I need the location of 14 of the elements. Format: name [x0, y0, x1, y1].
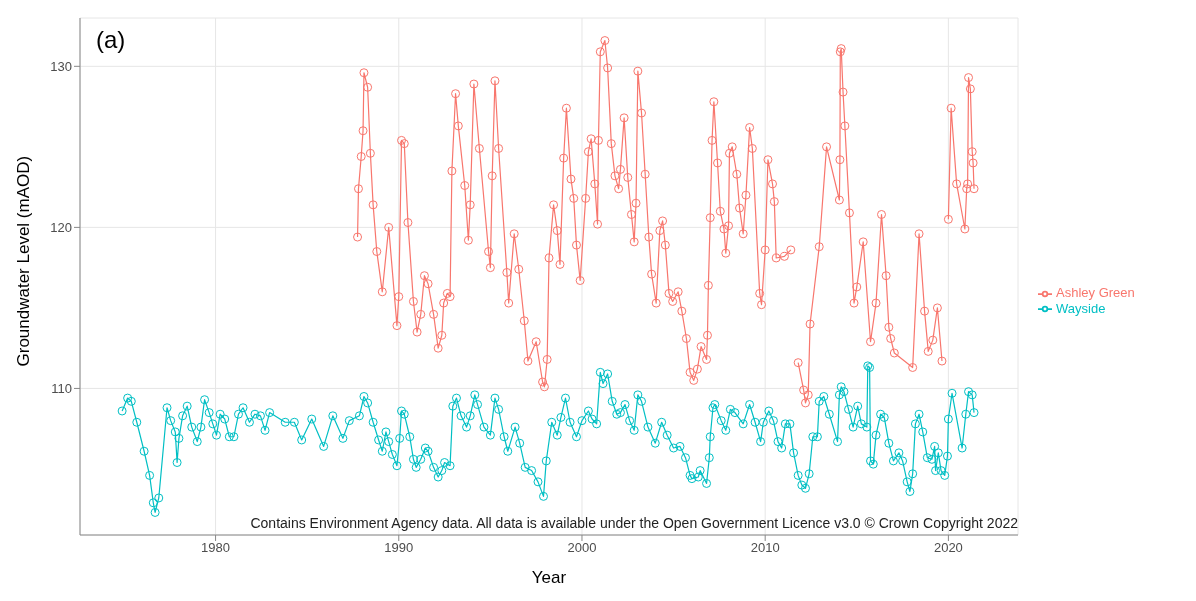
legend-label: Wayside — [1056, 300, 1106, 316]
x-tick-label: 1990 — [384, 540, 414, 556]
y-tick-label: 120 — [50, 219, 72, 235]
x-tick-label: 2010 — [750, 540, 780, 556]
y-axis-title: Groundwater Level (mAOD) — [14, 155, 34, 367]
legend-label: Ashley Green — [1056, 284, 1135, 300]
x-tick-label: 2020 — [933, 540, 963, 556]
x-tick-label: 1980 — [201, 540, 231, 556]
x-tick-label: 2000 — [567, 540, 597, 556]
y-tick-label: 110 — [51, 381, 72, 397]
annotation: Contains Environment Agency data. All data is available under the Open Government Licence v3.0 © Crown Copyright 2022 — [250, 515, 1018, 531]
x-axis-title: Year — [531, 568, 567, 587]
y-tick-label: 130 — [50, 58, 72, 74]
annotation: (a) — [96, 26, 126, 54]
